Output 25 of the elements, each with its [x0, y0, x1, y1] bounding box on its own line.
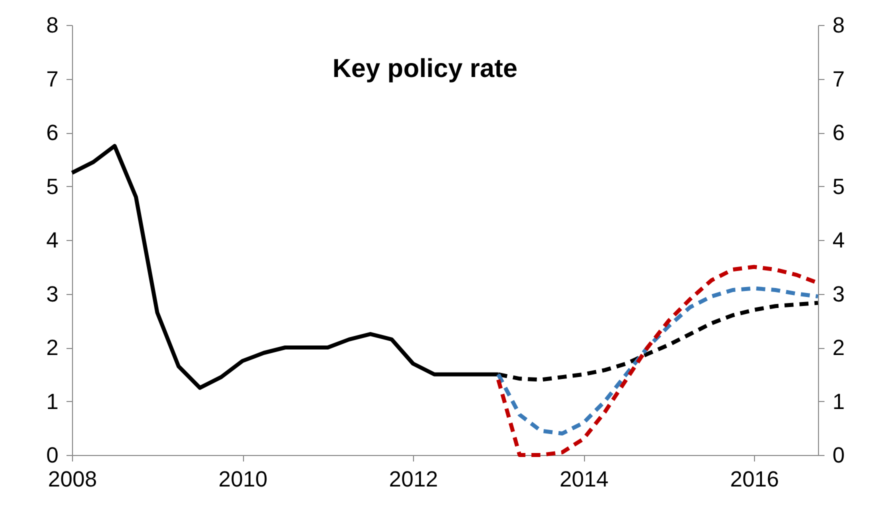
y-tick-label: 7 — [46, 66, 58, 92]
x-tick-label: 2012 — [389, 466, 438, 492]
y2-tick-label: 5 — [832, 174, 845, 199]
y-tick-label: 1 — [46, 388, 58, 414]
y2-tick-label: 0 — [832, 442, 845, 468]
y2-tick-label: 8 — [832, 12, 845, 38]
y-tick-label: 5 — [46, 174, 58, 199]
y2-tick-label: 7 — [832, 66, 845, 92]
y2-tick-label: 2 — [832, 335, 845, 360]
y-tick-label: 0 — [46, 442, 58, 468]
y2-tick-label: 4 — [832, 228, 845, 252]
line-series — [496, 286, 820, 436]
x-tick-label: 2008 — [48, 466, 97, 492]
y-tick-label: 2 — [46, 335, 58, 360]
y-tick-label: 6 — [46, 120, 58, 145]
x-tick-label: 2010 — [218, 466, 268, 492]
y-tick-label: 4 — [46, 228, 58, 252]
y-tick-label: 8 — [46, 12, 58, 38]
y2-tick-label: 1 — [832, 388, 845, 414]
y2-tick-label: 6 — [832, 120, 845, 145]
y2-tick-label: 3 — [832, 281, 845, 306]
text: Key policy rate — [332, 53, 518, 83]
x-tick-label: 2016 — [730, 466, 780, 492]
x-tick-label: 2014 — [560, 466, 609, 492]
y-tick-label: 3 — [46, 281, 58, 306]
